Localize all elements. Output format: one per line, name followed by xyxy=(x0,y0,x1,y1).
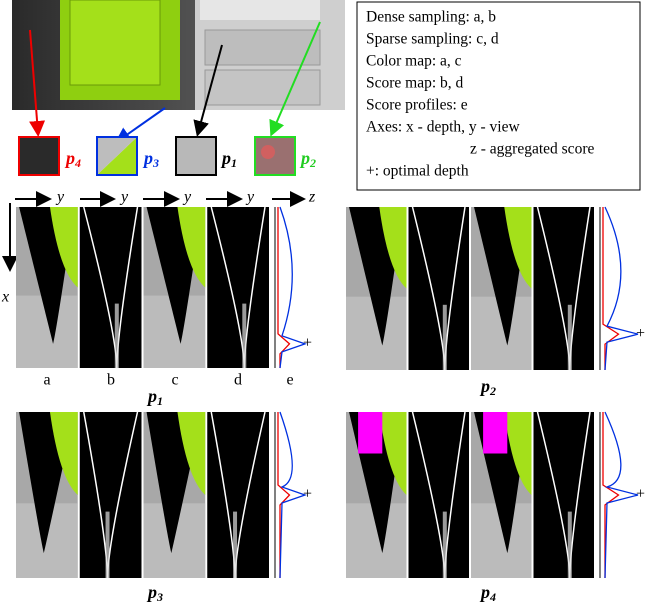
patch-symbol: p xyxy=(64,148,75,168)
image-strip xyxy=(534,207,595,370)
patch-symbol: p xyxy=(142,148,153,168)
glow xyxy=(115,304,119,368)
image-strip xyxy=(409,207,470,370)
svg-text:p4: p4 xyxy=(64,148,81,170)
panel-symbol: p xyxy=(479,582,490,602)
legend-line: Dense sampling: a, b xyxy=(366,9,496,26)
column-label: b xyxy=(107,372,115,389)
legend-line: Score profiles: e xyxy=(366,97,468,114)
image-strip xyxy=(409,412,470,578)
legend-line: Axes: x - depth, y - view xyxy=(366,119,520,136)
image-strip xyxy=(534,412,595,578)
svg-text:p3: p3 xyxy=(146,582,163,604)
panel-symbol: p xyxy=(146,582,157,602)
legend-line: +: optimal depth xyxy=(366,163,469,180)
glow xyxy=(106,512,110,578)
axis-label: y xyxy=(119,189,129,206)
optimal-mark: + xyxy=(303,335,312,352)
legend-line: Color map: a, c xyxy=(366,53,462,70)
panel-index: 2 xyxy=(489,384,496,398)
photo xyxy=(12,0,345,110)
axis-label: y xyxy=(245,189,255,206)
svg-text:p1: p1 xyxy=(146,386,163,408)
patch-symbol: p xyxy=(220,148,231,168)
optimal-mark: + xyxy=(303,486,312,503)
glow xyxy=(242,304,246,368)
svg-text:p4: p4 xyxy=(479,582,496,604)
figure: p4 p3 p1 p2 Dense sampling: a, b Sparse … xyxy=(0,0,645,605)
glow xyxy=(443,512,447,578)
glow xyxy=(443,305,447,370)
column-label: c xyxy=(171,372,178,389)
axis-label: y xyxy=(55,189,65,206)
patch-index: 1 xyxy=(231,156,237,170)
optimal-mark: + xyxy=(636,486,645,503)
column-labels: a b c d e xyxy=(43,372,293,389)
axis-label: x xyxy=(1,289,9,306)
axis-label: z xyxy=(308,189,316,206)
magenta xyxy=(483,412,507,454)
image-strip xyxy=(80,207,142,368)
optimal-mark: + xyxy=(636,325,645,342)
column-label: e xyxy=(286,372,293,389)
patch-index: 3 xyxy=(152,156,159,170)
svg-text:p3: p3 xyxy=(142,148,159,170)
axis-label: y xyxy=(182,189,192,206)
panels: + + + + xyxy=(16,207,645,578)
legend-line: Score map: b, d xyxy=(366,75,464,92)
glow xyxy=(568,305,572,370)
panel-index: 1 xyxy=(157,394,163,408)
glow xyxy=(233,512,237,578)
image-strip xyxy=(207,207,269,368)
svg-text:p1: p1 xyxy=(220,148,237,170)
patch-index: 2 xyxy=(309,156,316,170)
patch-symbol: p xyxy=(299,148,310,168)
patch-index: 4 xyxy=(74,156,81,170)
magenta xyxy=(358,412,382,454)
panel-index: 3 xyxy=(156,590,163,604)
svg-text:p2: p2 xyxy=(479,376,496,398)
panel-index: 4 xyxy=(489,590,496,604)
svg-text:p2: p2 xyxy=(299,148,316,170)
column-label: d xyxy=(234,372,242,389)
panel-symbol: p xyxy=(146,386,157,406)
column-label: a xyxy=(43,372,50,389)
glow xyxy=(568,512,572,578)
panel-symbol: p xyxy=(479,376,490,396)
legend-box: Dense sampling: a, b Sparse sampling: c,… xyxy=(357,2,640,190)
legend-line: z - aggregated score xyxy=(470,141,594,158)
legend-line: Sparse sampling: c, d xyxy=(366,31,499,48)
